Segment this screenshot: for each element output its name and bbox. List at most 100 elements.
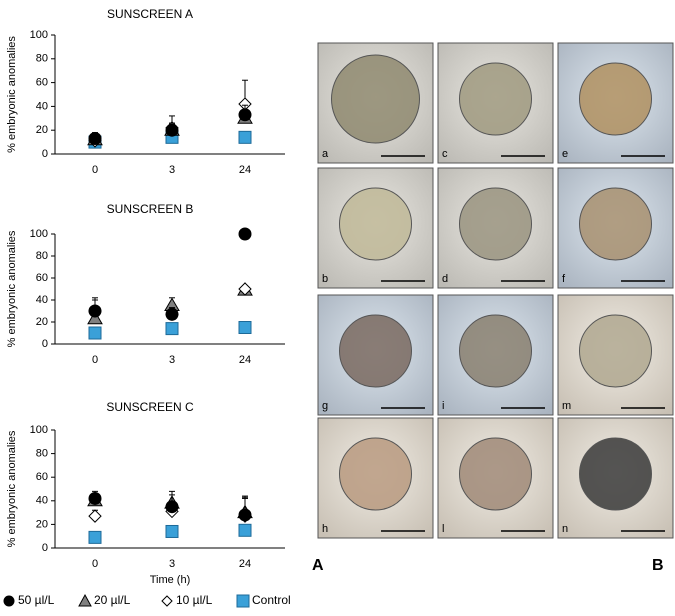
micrograph: d — [437, 167, 554, 289]
marker — [238, 321, 252, 334]
y-tick-label: 100 — [30, 228, 48, 240]
legend-marker — [78, 593, 92, 607]
legend-marker — [236, 594, 250, 608]
micrograph: b — [317, 167, 434, 289]
panel-label: a — [322, 148, 329, 160]
y-axis-label: % embryonic anomalies — [6, 230, 18, 347]
cell — [459, 187, 532, 261]
cell — [579, 187, 652, 261]
y-tick-label: 100 — [30, 424, 48, 436]
y-tick-label: 60 — [36, 272, 48, 284]
cell — [579, 314, 652, 388]
y-tick-label: 40 — [36, 294, 48, 306]
cell — [459, 314, 532, 388]
micrograph: c — [437, 42, 554, 164]
panel-label: n — [562, 523, 568, 535]
marker — [88, 491, 102, 505]
marker — [88, 509, 102, 523]
cell — [339, 437, 412, 511]
panel-label: g — [322, 400, 328, 412]
legend-marker — [3, 595, 15, 607]
y-tick-label: 20 — [36, 316, 48, 328]
panel-label: e — [562, 148, 568, 160]
panel-label: h — [322, 523, 328, 535]
marker — [238, 227, 252, 241]
micrograph: m — [557, 294, 674, 416]
x-tick-label: 3 — [169, 558, 175, 570]
x-tick-label: 0 — [92, 164, 98, 176]
micrograph: a — [317, 42, 434, 164]
legend-entry: 20 µl/L — [78, 593, 131, 607]
marker — [238, 130, 252, 144]
marker — [238, 523, 252, 537]
micrograph: i — [437, 294, 554, 416]
marker — [238, 282, 252, 296]
marker — [88, 530, 102, 544]
x-tick-label: 0 — [92, 354, 98, 366]
panel-label: d — [442, 273, 448, 285]
panel-letter: B — [652, 557, 664, 574]
panel-label: b — [322, 273, 328, 285]
y-tick-label: 20 — [36, 124, 48, 136]
cell — [579, 62, 652, 136]
y-tick-label: 80 — [36, 250, 48, 262]
marker — [88, 326, 102, 340]
marker — [238, 508, 252, 522]
y-tick-label: 80 — [36, 448, 48, 460]
panel-label: i — [442, 400, 444, 412]
y-tick-label: 20 — [36, 518, 48, 530]
y-axis-label: % embryonic anomalies — [6, 36, 18, 153]
legend-label: Control — [252, 593, 291, 607]
micrograph: h — [317, 417, 434, 539]
panel-label: l — [442, 523, 444, 535]
legend-label: 20 µl/L — [94, 593, 131, 607]
panel-label: c — [442, 148, 448, 160]
y-tick-label: 40 — [36, 100, 48, 112]
y-tick-label: 60 — [36, 77, 48, 89]
marker — [165, 123, 179, 137]
micrograph: g — [317, 294, 434, 416]
legend-label: 50 µl/L — [18, 593, 55, 607]
x-tick-label: 3 — [169, 164, 175, 176]
cell — [579, 437, 652, 511]
cell — [339, 187, 412, 261]
legend-entry: Control — [236, 593, 291, 608]
x-axis-label: Time (h) — [150, 574, 191, 586]
y-tick-label: 80 — [36, 53, 48, 65]
marker — [88, 132, 102, 146]
chart-title: SUNSCREEN A — [107, 7, 193, 21]
panel-label: m — [562, 400, 571, 412]
panel-label: f — [562, 273, 566, 285]
x-tick-label: 3 — [169, 354, 175, 366]
x-tick-label: 24 — [239, 164, 251, 176]
legend-entry: 10 µl/L — [161, 593, 213, 607]
x-tick-label: 0 — [92, 558, 98, 570]
legend-entry: 50 µl/L — [3, 593, 55, 607]
x-tick-label: 24 — [239, 354, 251, 366]
marker — [88, 304, 102, 318]
y-tick-label: 100 — [30, 29, 48, 41]
y-tick-label: 60 — [36, 471, 48, 483]
micrograph: f — [557, 167, 674, 289]
y-tick-label: 0 — [42, 148, 48, 160]
cell — [459, 62, 532, 136]
chart-title: SUNSCREEN B — [107, 202, 194, 216]
chart-title: SUNSCREEN C — [106, 400, 194, 414]
marker — [165, 524, 179, 538]
y-tick-label: 40 — [36, 495, 48, 507]
legend-label: 10 µl/L — [176, 593, 213, 607]
marker — [165, 307, 179, 321]
y-axis-label: % embryonic anomalies — [6, 430, 18, 547]
micrograph: e — [557, 42, 674, 164]
marker — [165, 322, 179, 336]
cell — [459, 437, 532, 511]
micrograph: n — [557, 417, 674, 539]
marker — [165, 500, 179, 514]
charts: SUNSCREEN A % embryonic anomalies 0 20 40 60 8… — [3, 7, 291, 608]
x-tick-label: 24 — [239, 558, 251, 570]
cell — [331, 54, 420, 144]
y-tick-label: 0 — [42, 338, 48, 350]
cell — [339, 314, 412, 388]
legend-marker — [161, 595, 173, 607]
